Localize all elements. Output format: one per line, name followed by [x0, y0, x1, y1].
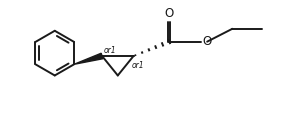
- Text: or1: or1: [104, 46, 116, 55]
- Text: O: O: [203, 35, 212, 48]
- Polygon shape: [74, 53, 103, 64]
- Text: or1: or1: [132, 61, 145, 70]
- Text: O: O: [165, 7, 174, 20]
